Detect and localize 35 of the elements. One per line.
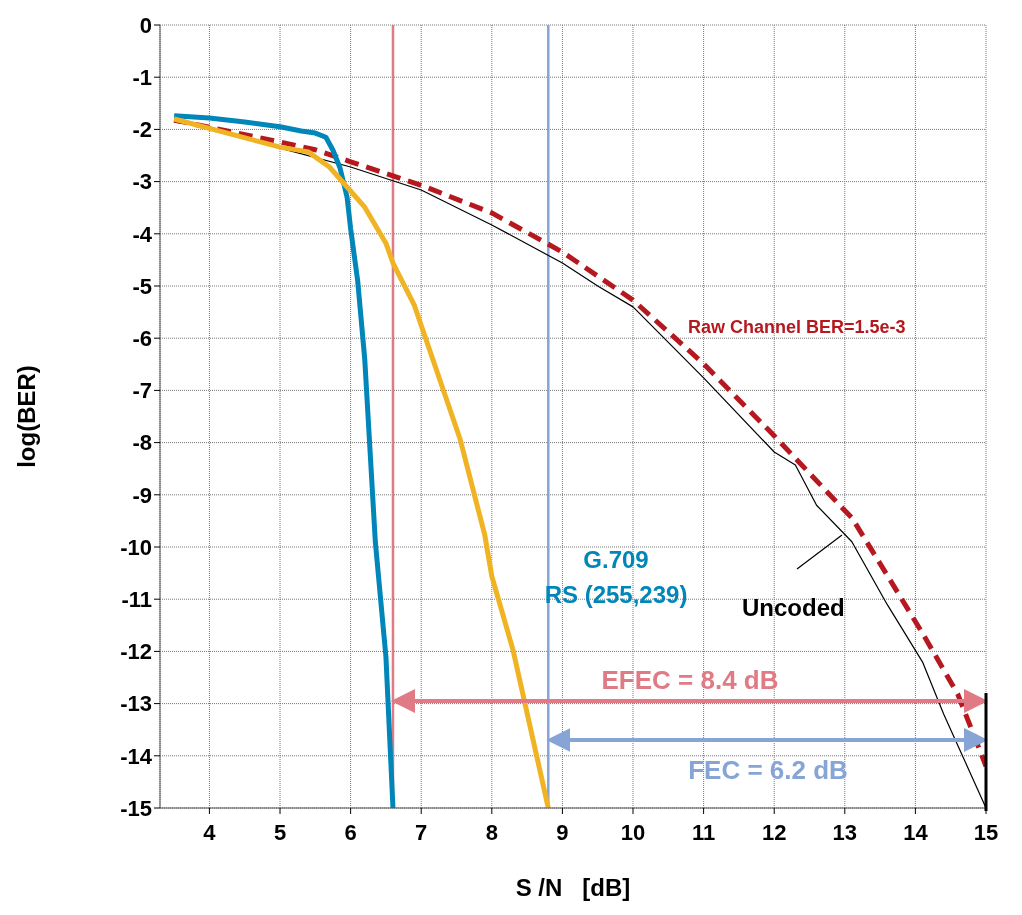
x-tick-label: 7 xyxy=(415,819,428,845)
text: G.709 RS (255,239) xyxy=(543,545,689,610)
x-tick-label: 6 xyxy=(344,819,357,845)
y-tick-label: -15 xyxy=(120,795,152,821)
y-tick-label: -11 xyxy=(121,587,152,613)
y-tick-label: -13 xyxy=(120,691,152,717)
x-tick-label: 12 xyxy=(761,819,787,845)
x-tick-label: 8 xyxy=(485,819,498,845)
y-tick-label: -4 xyxy=(132,221,153,247)
y-tick-label: -7 xyxy=(132,378,152,404)
y-tick-label: -2 xyxy=(132,117,152,143)
x-tick-label: 15 xyxy=(973,819,999,845)
x-tick-label: 13 xyxy=(832,819,858,845)
y-tick-label: -12 xyxy=(120,639,152,665)
series-label: Raw Channel BER=1.5e-3 xyxy=(688,316,906,339)
y-axis-title: log(BER) xyxy=(12,365,40,468)
y-tick-label: -9 xyxy=(132,482,152,508)
x-tick-label: 5 xyxy=(273,819,287,845)
x-tick-label: 4 xyxy=(203,819,217,845)
y-tick-label: -8 xyxy=(132,430,152,456)
y-tick-label: 0 xyxy=(139,12,152,38)
x-tick-label: 14 xyxy=(903,819,929,845)
y-tick-label: -3 xyxy=(132,169,152,195)
x-tick-label: 10 xyxy=(620,819,646,845)
legend-label: Uncoded xyxy=(742,593,845,623)
annotation: EFEC = 8.4 dB xyxy=(601,665,779,695)
x-tick-label: 11 xyxy=(691,819,716,845)
annotation: FEC = 6.2 dB xyxy=(688,755,848,785)
y-tick-label: -5 xyxy=(132,273,152,299)
y-tick-label: -6 xyxy=(132,326,152,352)
y-tick-label: -1 xyxy=(132,65,152,91)
x-axis-title: S /N [dB] xyxy=(515,874,631,901)
y-tick-label: -10 xyxy=(120,534,152,560)
x-tick-label: 9 xyxy=(556,819,569,845)
y-tick-label: -14 xyxy=(120,743,153,769)
